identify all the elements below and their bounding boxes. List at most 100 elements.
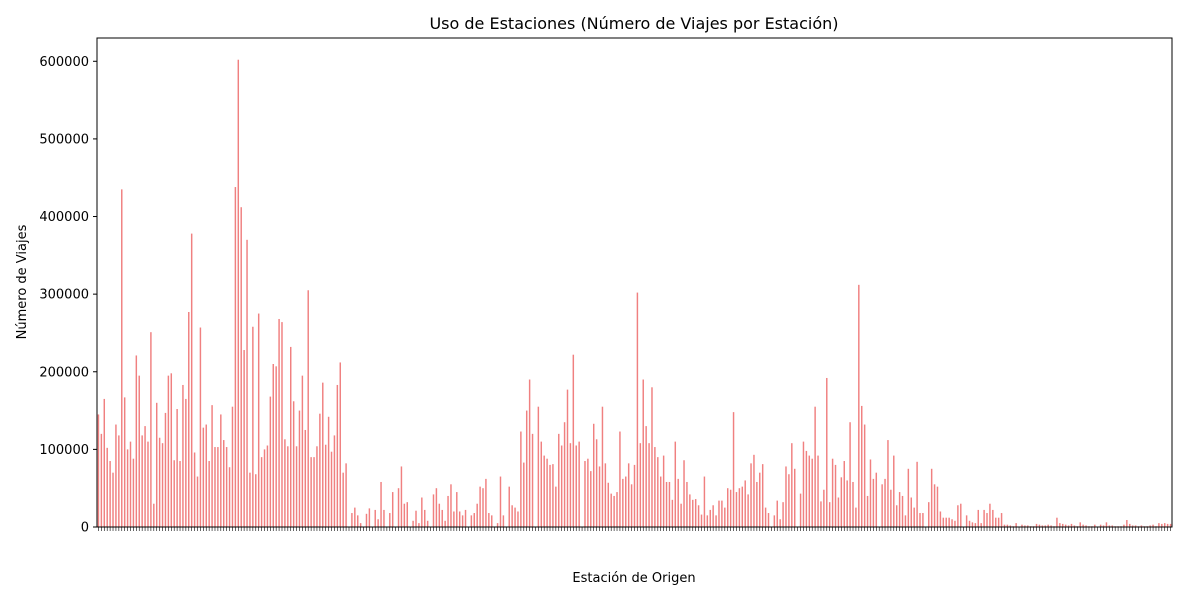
bar	[185, 398, 187, 527]
bar	[986, 513, 988, 527]
bar	[756, 481, 758, 527]
bar	[249, 472, 251, 527]
bar	[292, 401, 295, 527]
bar	[983, 509, 985, 527]
bar	[706, 515, 709, 527]
bar	[240, 207, 242, 527]
bar	[645, 426, 647, 527]
bar	[100, 433, 103, 527]
bar	[738, 488, 741, 527]
bar	[563, 422, 566, 527]
bar	[243, 350, 245, 527]
bar	[502, 515, 505, 527]
bar	[974, 523, 977, 527]
bar	[1140, 525, 1143, 527]
bar	[351, 513, 353, 527]
bar	[1085, 525, 1087, 527]
bar	[587, 458, 589, 527]
chart-title: Uso de Estaciones (Número de Viajes por …	[429, 14, 838, 33]
bar	[412, 520, 414, 527]
bar	[677, 478, 679, 527]
bar	[872, 478, 875, 527]
bar	[252, 326, 254, 527]
bar	[272, 364, 274, 527]
bar	[954, 520, 956, 527]
y-tick-label: 400000	[39, 210, 89, 225]
bar	[1094, 524, 1096, 527]
bar	[327, 416, 330, 527]
bar	[852, 481, 854, 527]
bar	[531, 433, 534, 527]
bar	[1082, 524, 1084, 527]
bar	[980, 523, 982, 527]
bar	[820, 501, 822, 527]
bar	[668, 481, 671, 527]
bar	[849, 422, 851, 527]
bar	[237, 59, 240, 527]
bar	[424, 509, 426, 527]
bar	[791, 443, 793, 527]
bar	[514, 507, 516, 527]
bar	[208, 461, 210, 527]
bar	[1108, 525, 1111, 527]
bar	[543, 455, 545, 527]
bar	[1038, 524, 1041, 527]
bar	[782, 502, 784, 527]
bar	[418, 523, 420, 527]
bar	[895, 505, 898, 527]
bar	[613, 495, 615, 527]
bar	[834, 464, 837, 527]
bar	[304, 429, 307, 527]
bar	[843, 461, 845, 527]
bar	[913, 507, 915, 527]
bar	[776, 500, 778, 527]
bar	[115, 424, 117, 527]
bar	[977, 509, 979, 527]
bar	[109, 461, 111, 527]
bar	[359, 523, 362, 527]
bar	[1006, 524, 1009, 527]
bar	[438, 503, 441, 527]
bar	[1163, 523, 1166, 527]
bar	[697, 505, 700, 527]
bar	[123, 397, 126, 527]
bar	[205, 424, 207, 527]
bar	[721, 500, 723, 527]
bar	[517, 511, 519, 527]
bar	[135, 355, 138, 527]
bar	[333, 435, 336, 527]
bar	[1035, 523, 1038, 527]
bar	[523, 462, 525, 527]
bar	[965, 515, 968, 527]
bar	[155, 402, 158, 527]
bar	[808, 455, 811, 527]
bar	[339, 362, 341, 527]
bar	[464, 509, 467, 527]
bar	[307, 290, 309, 527]
bar	[1062, 523, 1064, 527]
bar	[1015, 523, 1017, 527]
x-axis-label: Estación de Origen	[572, 571, 695, 586]
bar	[476, 503, 478, 527]
bar	[479, 486, 481, 527]
bar	[316, 446, 318, 527]
y-tick-label: 300000	[39, 288, 89, 303]
bar	[301, 375, 304, 527]
bar	[435, 488, 438, 527]
bar	[595, 439, 598, 527]
bar	[225, 447, 228, 527]
bar	[928, 502, 930, 527]
bar	[202, 427, 205, 527]
bar	[266, 445, 269, 527]
bar	[773, 515, 776, 527]
bar	[767, 513, 770, 527]
bar	[403, 503, 406, 527]
bar	[415, 510, 417, 527]
bar	[700, 514, 703, 527]
bar	[336, 384, 339, 527]
bar	[910, 497, 912, 527]
bar	[220, 414, 222, 527]
bar	[828, 502, 831, 527]
bar	[654, 447, 656, 527]
bar	[365, 513, 368, 527]
